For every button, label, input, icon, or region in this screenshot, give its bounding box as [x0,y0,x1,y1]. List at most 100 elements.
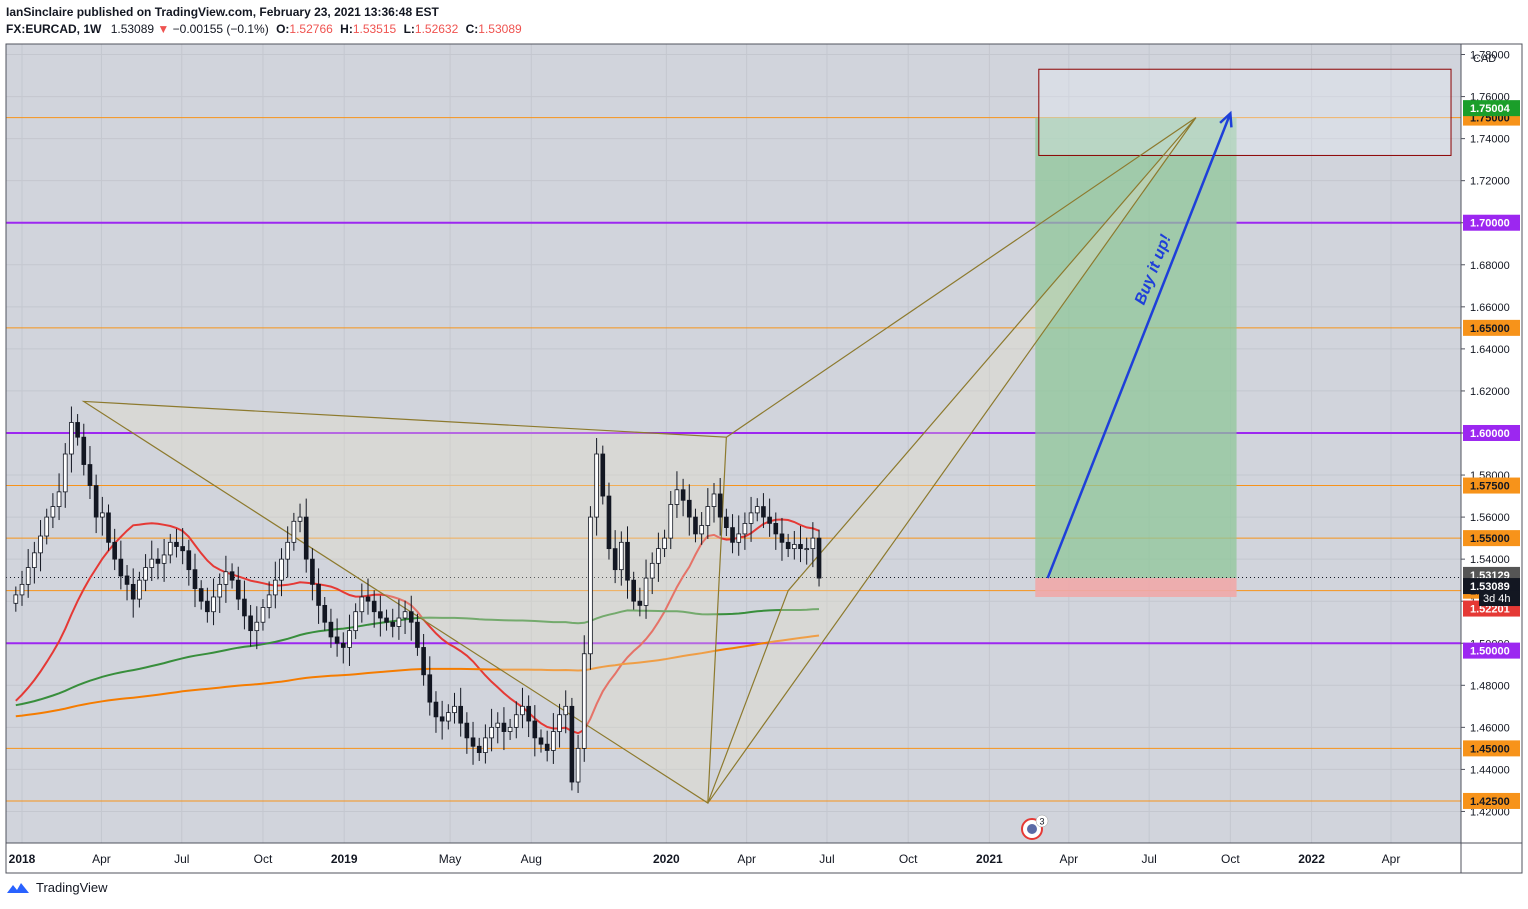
candle-body [643,577,649,606]
close-value: 1.53089 [478,22,522,36]
candle-body [322,605,328,623]
candle-body [754,506,760,514]
buy-arrow-line [1046,112,1232,579]
candle-body [25,567,31,585]
price-badge-bg [1463,100,1520,117]
candle-body [75,422,80,438]
symbol-label[interactable]: FX:EURCAD, 1W [6,22,102,36]
candle-body [594,453,599,518]
candle-body [520,705,525,716]
candle-body [198,588,204,602]
candle-body [711,493,717,507]
events-icon[interactable]: 3 [1021,814,1049,840]
candle-body [174,541,179,547]
candle-body [205,600,210,613]
candle-body [266,594,272,608]
candle-body [390,621,396,627]
x-tick-label: Aug [521,852,542,866]
candle-body [557,714,562,732]
open-value: 1.52766 [289,22,333,36]
candle-body [662,537,667,550]
candle-body [211,596,216,613]
candle-body [588,516,593,655]
x-tick-label: 2018 [9,852,36,866]
candle-body [13,594,19,604]
price-badge: 1.75004 [1470,103,1511,115]
candle-body [242,598,247,617]
x-tick-label: Jul [819,852,834,866]
y-tick-label: 1.62000 [1470,386,1510,398]
candle-body [575,747,581,783]
y-tick-label: 1.66000 [1470,302,1510,314]
resistance-box [1038,68,1452,156]
candle-body [785,541,791,550]
candle-body [433,701,439,718]
candle-body [724,516,729,529]
candle-body [544,743,550,751]
candle-body [668,504,674,539]
level-badge-bg [1463,642,1520,659]
candle-body [285,541,290,560]
level-badge-bg [1463,214,1520,231]
y-tick-label: 1.46000 [1470,722,1510,734]
last-price: 1.53089 [110,22,155,36]
candle-body [273,579,278,596]
x-tick-label: 2021 [976,852,1003,866]
candle-body [402,611,408,619]
candle-body [62,453,68,493]
candle-body [260,607,266,623]
target-zone [1035,117,1237,579]
candle-body [396,617,402,627]
candle-body [365,596,371,602]
candle-body [427,674,433,703]
candle-body [291,520,297,543]
candle-body [340,642,346,648]
candle-body [767,516,772,524]
candle-body [798,544,803,550]
candle-body [347,630,352,648]
candle-body [674,489,680,505]
y-tick-label: 1.44000 [1470,764,1510,776]
footer: TradingView [6,880,108,895]
candle-body [19,583,25,596]
candle-body [804,548,809,551]
candle-body [87,464,93,486]
candle-body [656,548,661,564]
chart-header: IanSinclaire published on TradingView.co… [6,4,522,38]
footer-brand[interactable]: TradingView [36,880,108,895]
candle-body [50,506,56,518]
candle-body [334,636,340,644]
candle-body [118,558,124,577]
candle-body [378,611,383,619]
events-count: 3 [1040,817,1045,827]
candle-body [742,523,748,535]
level-badge-bg [1463,792,1520,809]
candle-body [353,611,358,632]
pattern-triangle-bcd [707,117,1197,804]
candle-body [93,485,99,518]
candle-body [538,737,544,745]
candle-body [229,571,235,581]
candle-body [408,611,414,623]
candle-body [297,516,303,522]
candle-body [180,546,185,552]
x-tick-label: Apr [1059,852,1078,866]
level-badge-bg [1463,740,1520,757]
x-tick-label: May [439,852,462,866]
candle-body [748,512,754,524]
candle-body [736,533,742,543]
candle-body [161,554,167,564]
candle-body [705,506,711,526]
candle-body [483,737,488,753]
candle-body [32,552,37,568]
level-badge: 1.50000 [1470,646,1510,658]
y-tick-label: 1.78000 [1470,50,1510,62]
candle-body [44,516,50,537]
candle-body [359,596,365,613]
countdown-bg [1479,590,1520,607]
candle-body [649,562,655,579]
candle-body [328,621,334,638]
level-badge-bg [1463,477,1520,494]
candle-body [137,579,142,600]
